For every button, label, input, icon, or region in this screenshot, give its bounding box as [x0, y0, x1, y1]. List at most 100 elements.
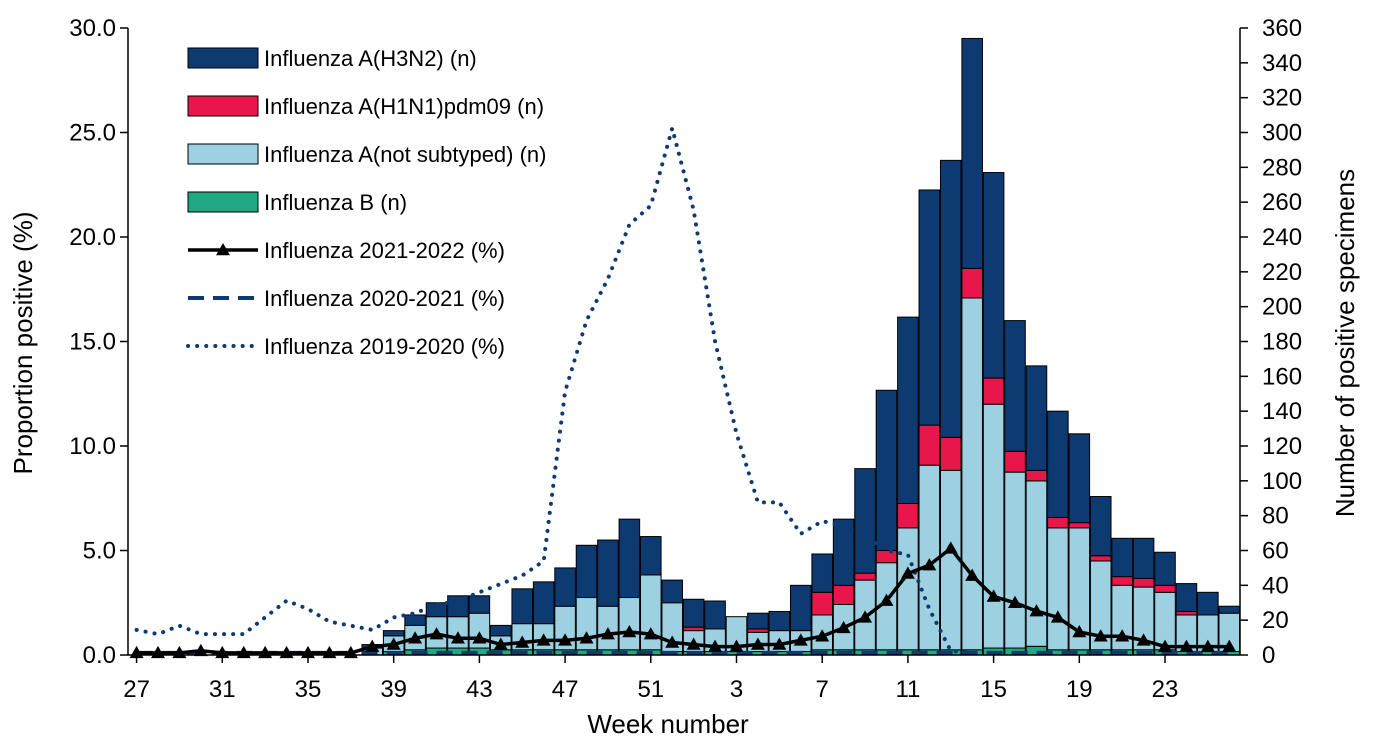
y-right-tick-label: 60: [1262, 538, 1289, 565]
bar-segment: [1004, 471, 1026, 649]
series-point: [793, 633, 808, 646]
x-tick-label: 43: [466, 676, 493, 703]
series-point: [1029, 604, 1044, 617]
series-point: [365, 639, 380, 652]
bar-segment: [897, 527, 919, 651]
series-line: [136, 546, 1230, 655]
x-tick-label: 15: [980, 676, 1007, 703]
bar-segment: [640, 536, 662, 576]
series-point: [1072, 625, 1087, 638]
bar-segment: [1175, 610, 1198, 616]
bar-segment: [811, 553, 833, 593]
bar-segment: [982, 403, 1005, 649]
x-tick-label: 23: [1152, 676, 1179, 703]
series-point: [493, 637, 508, 650]
x-tick-label: 19: [1066, 676, 1093, 703]
y-right-tick-label: 360: [1262, 15, 1302, 42]
bar-segment: [532, 581, 555, 625]
ticks-layer: 0.0 5.0 10.0 15.0 20.0 25.0 30.0 0 20 40 60 80 100 12…: [69, 15, 1302, 703]
series-point: [558, 633, 573, 646]
series-point: [965, 568, 980, 581]
series-point: [922, 558, 937, 571]
series-point: [1222, 639, 1237, 652]
series-point: [772, 637, 787, 650]
bar-segment: [447, 595, 469, 618]
bar-segment: [1004, 450, 1026, 473]
y-right-tick-label: 340: [1262, 50, 1302, 77]
bar-segment: [832, 584, 855, 605]
bar-segment: [961, 37, 983, 269]
y-right-tick-label: 0: [1262, 642, 1275, 669]
legend-marker: [216, 243, 230, 256]
series-line: [134, 120, 975, 655]
legend-label: Influenza A(H3N2) (n): [264, 46, 477, 71]
bar-segment: [382, 630, 405, 637]
y-right-tick-label: 40: [1262, 572, 1289, 599]
series-point: [600, 627, 615, 640]
series-point: [193, 643, 208, 657]
series-point: [643, 627, 658, 640]
legend-label: Influenza 2019-2020 (%): [264, 334, 505, 359]
series-point: [515, 635, 530, 648]
y-right-tick-label: 160: [1262, 363, 1302, 390]
x-tick-label: 31: [209, 676, 236, 703]
bar-segment: [490, 624, 512, 637]
bars-layer: [361, 37, 1241, 656]
bar-segment: [682, 626, 705, 632]
y-left-tick-label: 5.0: [83, 538, 116, 565]
series-point: [1115, 629, 1130, 642]
bar-segment: [1175, 583, 1198, 612]
bar-segment: [597, 539, 619, 607]
bar-segment: [961, 297, 983, 651]
bar-segment: [832, 518, 855, 586]
bar-segment: [1154, 584, 1176, 593]
bar-segment: [575, 544, 598, 599]
bar-segment: [897, 316, 919, 504]
x-tick-label: 7: [816, 676, 829, 703]
bar-segment: [1197, 591, 1219, 616]
bar-segment: [1132, 577, 1155, 588]
y-right-tick-label: 240: [1262, 224, 1302, 251]
bar-segment: [1025, 365, 1048, 471]
y-axis-left-title: Proportion positive (%): [8, 212, 38, 475]
x-tick-label: 3: [730, 676, 743, 703]
series-point: [729, 639, 744, 652]
bar-segment: [1111, 537, 1133, 578]
series-point: [472, 631, 487, 644]
bar-segment: [768, 610, 791, 632]
bar-segment: [682, 598, 705, 628]
y-right-tick-label: 120: [1262, 433, 1302, 460]
series-point: [986, 589, 1001, 602]
bar-segment: [982, 377, 1005, 405]
y-right-tick-label: 80: [1262, 503, 1289, 530]
y-right-tick-label: 320: [1262, 85, 1302, 112]
bar-segment: [511, 588, 534, 625]
legend-label: Influenza A(not subtyped) (n): [264, 142, 547, 167]
y-left-tick-label: 25.0: [69, 120, 116, 147]
series-point: [536, 633, 551, 646]
series-point: [386, 637, 401, 650]
bar-segment: [811, 591, 833, 616]
bar-segment: [1025, 480, 1048, 647]
series-point: [1179, 639, 1194, 652]
legend-label: Influenza 2021-2022 (%): [264, 238, 505, 263]
bar-segment: [1089, 555, 1112, 562]
legend-label: Influenza 2020-2021 (%): [264, 286, 505, 311]
y-left-tick-label: 20.0: [69, 224, 116, 251]
series-point: [858, 610, 873, 623]
x-tick-label: 39: [380, 676, 407, 703]
series-point: [1136, 633, 1151, 646]
series-point: [429, 627, 444, 640]
bar-segment: [704, 600, 726, 630]
bar-segment: [1004, 320, 1026, 452]
x-tick-label: 51: [637, 676, 664, 703]
bar-segment: [982, 172, 1005, 379]
x-tick-label: 11: [895, 676, 920, 703]
y-right-tick-label: 200: [1262, 294, 1302, 321]
legend-swatch: [187, 191, 259, 213]
bar-segment: [1111, 576, 1133, 586]
y-right-tick-label: 20: [1262, 607, 1289, 634]
legend-label: Influenza A(H1N1)pdm09 (n): [264, 94, 544, 119]
legend: Influenza A(H3N2) (n) Influenza A(H1N1)pd…: [186, 46, 547, 359]
series-point: [579, 631, 594, 644]
